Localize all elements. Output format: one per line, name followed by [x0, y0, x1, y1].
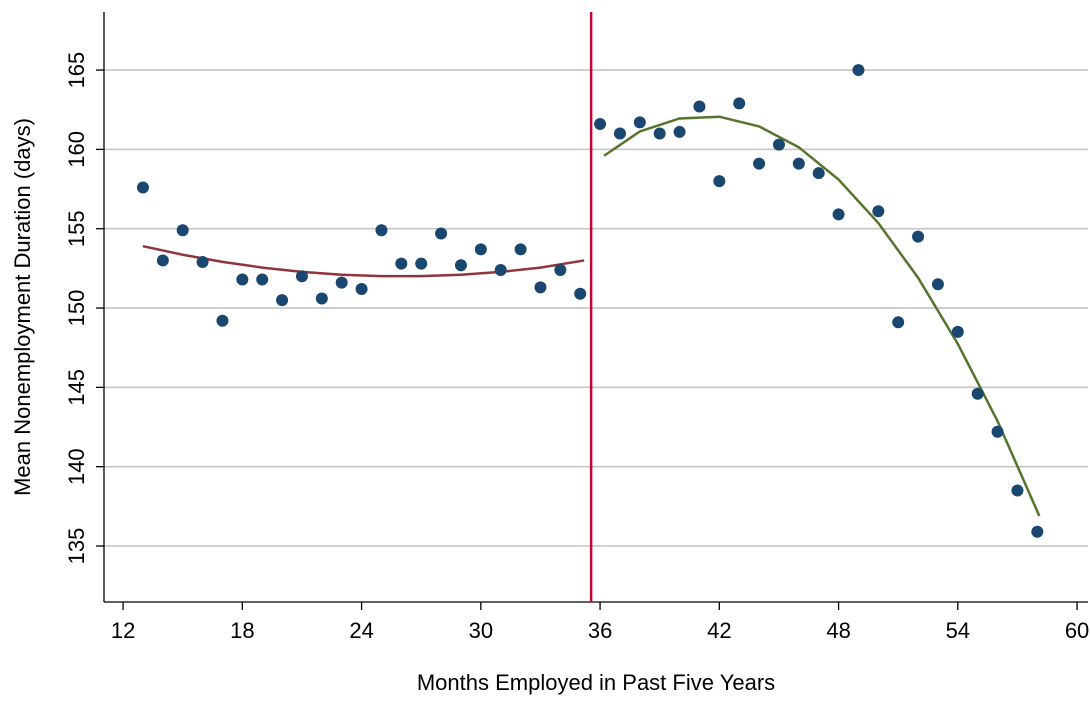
- data-point: [613, 127, 626, 140]
- y-tick-label: 150: [64, 290, 89, 327]
- data-point: [156, 254, 169, 267]
- data-point: [1031, 525, 1044, 538]
- data-point: [196, 256, 209, 269]
- x-tick-label: 30: [469, 618, 493, 643]
- x-axis-label: Months Employed in Past Five Years: [417, 670, 775, 695]
- data-point: [733, 97, 746, 110]
- fit-line: [142, 244, 585, 278]
- data-point: [772, 138, 785, 151]
- data-point: [355, 282, 368, 295]
- y-tick-label: 145: [64, 369, 89, 406]
- x-tick-label: 18: [230, 618, 254, 643]
- data-point: [931, 278, 944, 291]
- y-tick-label: 155: [64, 210, 89, 247]
- data-point: [415, 257, 428, 270]
- x-tick-label: 36: [588, 618, 612, 643]
- data-point: [375, 224, 388, 237]
- data-point: [991, 425, 1004, 438]
- x-tick-label: 48: [826, 618, 850, 643]
- x-tick-label: 24: [349, 618, 373, 643]
- data-point: [892, 316, 905, 329]
- data-point: [494, 263, 507, 276]
- data-point: [236, 273, 249, 286]
- x-tick-label: 60: [1065, 618, 1089, 643]
- data-point: [474, 243, 487, 256]
- y-tick-label: 135: [64, 528, 89, 565]
- data-point: [136, 181, 149, 194]
- data-point: [872, 205, 885, 218]
- data-point: [812, 167, 825, 180]
- y-tick-label: 160: [64, 131, 89, 168]
- data-point: [792, 157, 805, 170]
- data-point: [256, 273, 269, 286]
- x-tick-label: 42: [707, 618, 731, 643]
- x-tick-label: 54: [946, 618, 970, 643]
- data-point: [534, 281, 547, 294]
- data-point: [951, 325, 964, 338]
- data-point: [276, 294, 289, 307]
- data-point: [633, 116, 646, 129]
- data-point: [395, 257, 408, 270]
- data-point: [335, 276, 348, 289]
- y-tick-label: 140: [64, 448, 89, 485]
- data-point: [574, 287, 587, 300]
- data-point: [971, 387, 984, 400]
- data-point: [216, 314, 229, 327]
- fit-line: [603, 115, 1041, 517]
- x-tick-label: 12: [111, 618, 135, 643]
- data-point: [753, 157, 766, 170]
- data-point: [594, 118, 607, 131]
- data-point: [713, 175, 726, 188]
- y-axis-label: Mean Nonemployment Duration (days): [10, 118, 35, 496]
- data-point: [912, 230, 925, 243]
- data-point: [554, 263, 567, 276]
- data-point: [653, 127, 666, 140]
- data-point: [852, 64, 865, 77]
- data-point: [315, 292, 328, 305]
- data-point: [832, 208, 845, 221]
- data-point: [454, 259, 467, 272]
- data-point: [514, 243, 527, 256]
- data-point: [295, 270, 308, 283]
- data-point: [1011, 484, 1024, 497]
- data-point: [693, 100, 706, 113]
- data-point: [673, 125, 686, 138]
- data-point: [435, 227, 448, 240]
- data-point: [176, 224, 189, 237]
- y-tick-label: 165: [64, 52, 89, 89]
